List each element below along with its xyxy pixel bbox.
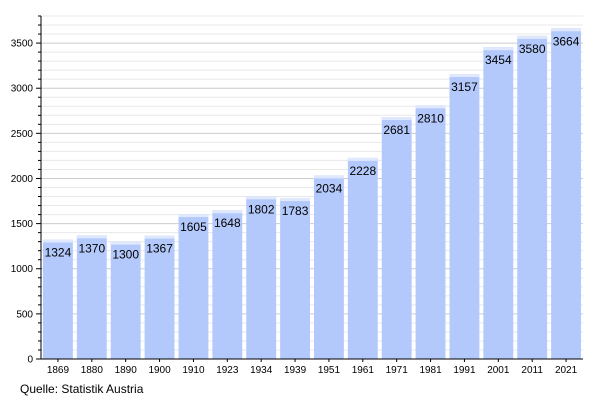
- bar-1869: [43, 239, 73, 359]
- bar-top-edge: [76, 235, 107, 239]
- data-label-1991: 3157: [451, 80, 478, 94]
- bar-1934: [246, 196, 277, 359]
- y-tick-label-3000: 3000: [11, 84, 34, 95]
- bar-1951: [314, 175, 344, 359]
- data-label-1939: 1783: [282, 204, 309, 218]
- bar-1961: [347, 157, 378, 359]
- y-tick-label-1000: 1000: [11, 264, 34, 275]
- x-tick-label-1991: 1991: [453, 365, 476, 376]
- bar-1900: [144, 235, 175, 359]
- bar-top-edge: [144, 235, 175, 239]
- y-tick-label-0: 0: [27, 355, 33, 366]
- bar-top-edge: [43, 239, 73, 243]
- bar-1939: [280, 198, 310, 359]
- y-tick-label-500: 500: [16, 309, 33, 320]
- bar-2021: [551, 28, 581, 360]
- bar-2011: [517, 35, 548, 359]
- source-note: Quelle: Statistik Austria: [20, 382, 144, 396]
- data-label-1880: 1370: [78, 241, 105, 255]
- bar-1910: [178, 214, 209, 359]
- data-label-1934: 1802: [248, 202, 275, 216]
- x-tick-label-2021: 2021: [555, 365, 578, 376]
- x-tick-label-1890: 1890: [115, 365, 138, 376]
- x-tick-label-1939: 1939: [284, 365, 307, 376]
- bar-1880: [76, 235, 107, 359]
- data-label-1890: 1300: [112, 248, 139, 262]
- bar-top-edge: [347, 157, 378, 161]
- x-tick-label-1934: 1934: [250, 365, 273, 376]
- bar-top-edge: [212, 210, 243, 214]
- data-label-1951: 2034: [316, 181, 343, 195]
- data-label-2021: 3664: [553, 34, 580, 48]
- bar-top-edge: [314, 175, 344, 179]
- bar-top-edge: [178, 214, 209, 218]
- x-tick-label-1981: 1981: [419, 365, 442, 376]
- bars: [43, 28, 581, 360]
- x-tick-label-2011: 2011: [521, 365, 543, 376]
- bar-top-edge: [483, 47, 514, 51]
- bar-top-edge: [517, 35, 548, 39]
- y-tick-label-1500: 1500: [11, 219, 34, 230]
- data-label-1900: 1367: [146, 242, 173, 256]
- bar-1971: [381, 117, 412, 359]
- bar-top-edge: [280, 198, 310, 202]
- y-tick-label-2500: 2500: [11, 129, 34, 140]
- data-labels: 1324 1370 1300 1367 1605 1648 1802 1783 2034 2228…: [45, 34, 580, 261]
- y-tick-label-3500: 3500: [11, 39, 34, 50]
- bar-top-edge: [551, 28, 581, 32]
- x-tick-label-1900: 1900: [148, 365, 171, 376]
- bar-1991: [449, 74, 480, 359]
- x-tick-label-1951: 1951: [318, 365, 341, 376]
- y-tick-label-2000: 2000: [11, 174, 34, 185]
- bar-1890: [110, 241, 141, 359]
- data-label-1910: 1605: [180, 220, 207, 234]
- bar-1981: [415, 105, 446, 359]
- data-label-2011: 3580: [519, 42, 546, 56]
- x-tick-label-1869: 1869: [47, 365, 70, 376]
- data-label-1961: 2228: [349, 164, 376, 178]
- x-tick-label-1923: 1923: [216, 365, 239, 376]
- x-tick-label-1971: 1971: [386, 365, 409, 376]
- x-tick-label-1961: 1961: [352, 365, 375, 376]
- x-tick-label-2001: 2001: [487, 365, 510, 376]
- bar-1923: [212, 210, 243, 359]
- bar-top-edge: [381, 117, 412, 121]
- data-label-2001: 3454: [485, 53, 512, 67]
- data-label-1981: 2810: [417, 111, 444, 125]
- bar-top-edge: [246, 196, 277, 200]
- bar-top-edge: [110, 241, 141, 245]
- bar-2001: [483, 47, 514, 360]
- bar-top-edge: [415, 105, 446, 109]
- data-label-1869: 1324: [45, 245, 72, 259]
- x-tick-label-1910: 1910: [182, 365, 205, 376]
- x-tick-label-1880: 1880: [81, 365, 104, 376]
- data-label-1971: 2681: [383, 123, 410, 137]
- axes: 0 500 1000 1500 2000 2500 3000 3500 1869 1880 1890…: [11, 15, 583, 376]
- data-label-1923: 1648: [214, 216, 241, 230]
- bar-top-edge: [449, 74, 480, 78]
